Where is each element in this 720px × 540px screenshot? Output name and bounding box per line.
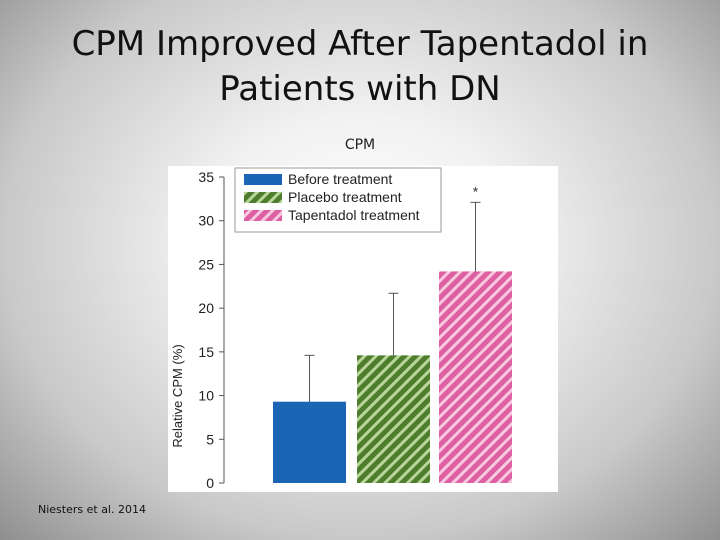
legend-label: Placebo treatment bbox=[288, 189, 402, 205]
bar-chart: 0 5 10 15 20 25 30 35 * Before treatment Placebo… bbox=[170, 167, 512, 491]
legend-swatch bbox=[244, 210, 282, 221]
y-tick-label: 35 bbox=[198, 169, 214, 185]
significance-marker: * bbox=[473, 183, 479, 199]
legend-label: Before treatment bbox=[288, 171, 392, 187]
y-tick-label: 30 bbox=[198, 213, 214, 229]
bar-placebo-treatment bbox=[357, 355, 430, 483]
bar-before-treatment bbox=[273, 401, 346, 483]
y-tick-label: 20 bbox=[198, 300, 214, 316]
legend-label: Tapentadol treatment bbox=[288, 207, 420, 223]
legend-swatch bbox=[244, 174, 282, 185]
bar-tapentadol-treatment bbox=[439, 271, 512, 483]
y-tick-label: 5 bbox=[206, 431, 214, 447]
chart-panel: 0 5 10 15 20 25 30 35 * Before treatment Placebo… bbox=[168, 166, 558, 492]
legend-swatch bbox=[244, 192, 282, 203]
slide-title: CPM Improved After Tapentadol in Patient… bbox=[40, 22, 680, 112]
y-tick-label: 10 bbox=[198, 388, 214, 404]
slide-title-line-1: CPM Improved After Tapentadol in bbox=[71, 24, 649, 64]
slide-title-line-2: Patients with DN bbox=[219, 69, 501, 109]
y-tick-label: 25 bbox=[198, 256, 214, 272]
y-tick-label: 0 bbox=[206, 475, 214, 491]
y-tick-label: 15 bbox=[198, 344, 214, 360]
citation: Niesters et al. 2014 bbox=[38, 503, 146, 516]
chart-caption: CPM bbox=[344, 137, 376, 153]
y-axis-label: Relative CPM (%) bbox=[170, 344, 185, 447]
